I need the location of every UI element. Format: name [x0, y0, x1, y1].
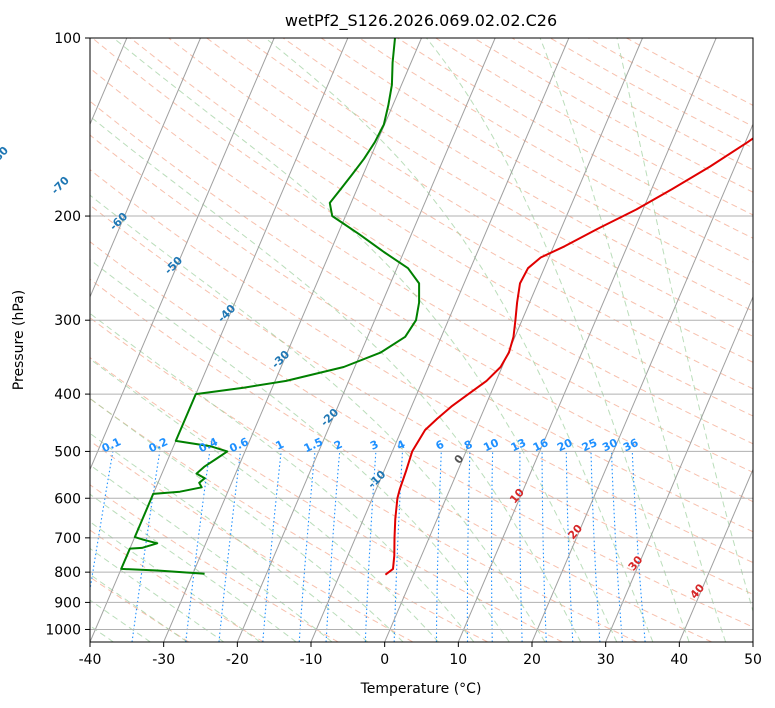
chart-title: wetPf2_S126.2026.069.02.02.C26	[285, 11, 557, 31]
dry-adiabat-line	[90, 529, 264, 642]
x-tick-label: -10	[300, 652, 323, 668]
x-tick-label: 30	[597, 652, 615, 668]
moist-adiabat-line	[90, 194, 546, 642]
moist-adiabat-line	[90, 521, 261, 642]
x-tick-label: 40	[670, 652, 688, 668]
mixing-ratio-line	[262, 451, 282, 642]
moist-adiabat-line	[90, 493, 297, 642]
temperature-line	[384, 137, 753, 576]
moist-adiabat-line	[90, 312, 475, 642]
x-tick-label: 20	[523, 652, 541, 668]
plot-frame	[89, 37, 754, 643]
dry-adiabat-line	[90, 278, 712, 642]
moist-adiabat-line	[426, 38, 690, 642]
background-lines	[90, 38, 753, 642]
mixing-ratio-line	[185, 451, 211, 642]
y-tick-label: 300	[54, 313, 81, 329]
moist-adiabat-line	[90, 259, 510, 642]
isotherm-line	[678, 468, 753, 642]
y-axis: 100 200 300 400 500 600 700 800 900 1000	[45, 31, 90, 639]
x-tick-label: 50	[744, 652, 762, 668]
isotherm-line	[531, 123, 753, 642]
y-tick-label: 700	[54, 531, 81, 547]
y-tick-label: 200	[54, 209, 81, 225]
dry-adiabat-line	[90, 357, 563, 642]
y-tick-label: 100	[54, 31, 81, 47]
isotherm-line	[310, 38, 570, 642]
moist-adiabat-line	[113, 38, 618, 642]
isotherm-line	[163, 38, 422, 642]
y-tick-label: 400	[54, 387, 81, 403]
profile-lines	[120, 38, 753, 576]
y-tick-label: 800	[54, 565, 81, 581]
dry-adiabat-line	[90, 241, 753, 628]
x-tick-label: 10	[449, 652, 467, 668]
x-tick-label: -30	[152, 652, 175, 668]
moist-adiabat-line	[539, 38, 726, 642]
mixing-ratio-label: 16	[531, 436, 551, 454]
y-axis-title: Pressure (hPa)	[11, 290, 27, 390]
y-tick-label: 900	[54, 595, 81, 611]
dry-adiabat-line	[244, 38, 753, 337]
mixing-ratio-label: 20	[555, 436, 575, 454]
y-tick-label: 1000	[45, 623, 81, 639]
moist-adiabat-line	[616, 38, 753, 613]
dry-adiabat-line	[90, 100, 753, 503]
dewpoint-line	[120, 38, 421, 575]
moist-adiabat-line	[264, 38, 654, 642]
isotherm-line	[457, 38, 717, 642]
x-axis: -40 -30 -20 -10 0 10 20 30 40 50	[79, 642, 762, 668]
y-tick-label: 600	[54, 491, 81, 507]
dry-adiabat-line	[90, 134, 753, 533]
mixing-ratio-line	[218, 451, 242, 642]
moist-adiabat-line	[90, 397, 404, 642]
mixing-ratio-label: 13	[509, 436, 528, 454]
x-tick-label: -20	[226, 652, 249, 668]
moist-adiabat-line	[90, 464, 333, 642]
dry-adiabat-line	[168, 38, 753, 390]
moist-adiabat-line	[90, 573, 188, 642]
dry-adiabat-line	[90, 484, 339, 642]
isotherm-line	[605, 295, 753, 642]
line-labels: 0.10.20.40.611.52346810131620253036-100-…	[0, 144, 707, 602]
mixing-ratio-label: 25	[580, 436, 599, 454]
moist-adiabat-line	[90, 432, 368, 642]
x-tick-label: -40	[79, 652, 102, 668]
moist-adiabat-line	[90, 547, 225, 642]
isotherm-line	[236, 38, 496, 642]
mixing-ratio-label: 36	[621, 436, 641, 454]
dry-adiabat-line	[90, 317, 638, 642]
x-axis-title: Temperature (°C)	[360, 681, 482, 697]
isotherm-line	[90, 38, 201, 299]
isotherm-line	[90, 38, 275, 471]
moist-adiabat-line	[90, 358, 439, 642]
dry-adiabat-line	[130, 38, 753, 417]
mixing-ratio-label: 10	[481, 436, 501, 454]
y-tick-label: 500	[54, 444, 81, 460]
isotherm-line	[90, 38, 349, 642]
dry-adiabat-label: -80	[0, 144, 11, 167]
dry-adiabat-line	[90, 204, 753, 595]
dry-adiabat-line	[282, 38, 753, 312]
dry-adiabat-line	[91, 38, 753, 445]
x-tick-label: 0	[380, 652, 389, 668]
mixing-ratio-label: 30	[600, 436, 620, 454]
mixing-ratio-line	[90, 451, 114, 594]
